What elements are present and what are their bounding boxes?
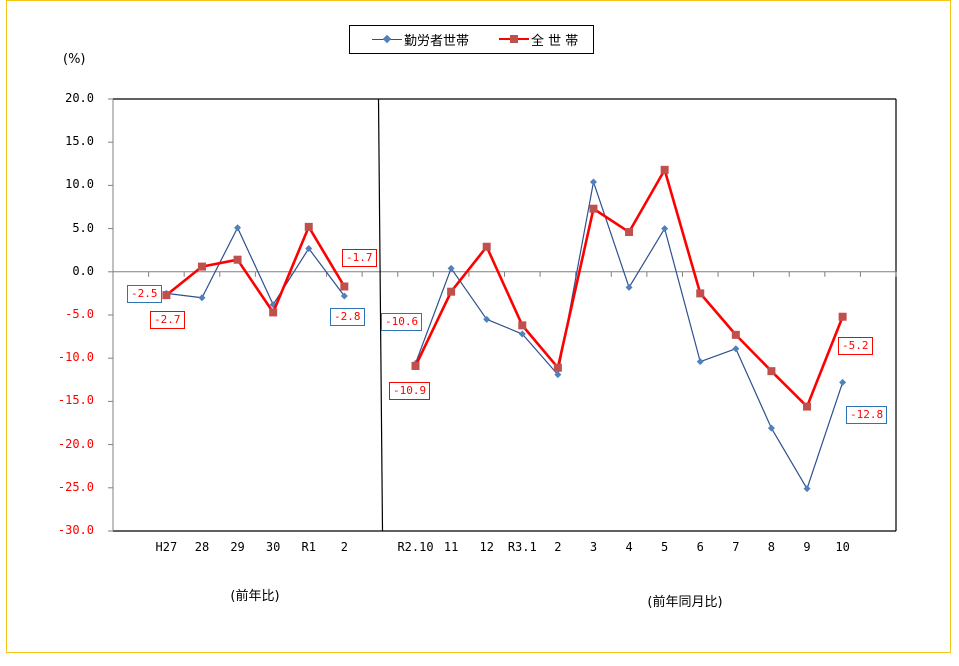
diamond-marker bbox=[234, 224, 242, 232]
diamond-marker bbox=[732, 345, 740, 353]
diamond-marker-icon bbox=[372, 34, 402, 46]
x-tick-label: 4 bbox=[625, 540, 633, 554]
x-tick-label: 10 bbox=[835, 540, 850, 554]
diamond-marker bbox=[340, 292, 348, 300]
data-label: -2.5 bbox=[127, 285, 162, 303]
x-tick-label: 2 bbox=[340, 540, 348, 554]
legend-label-all-households: 全 世 帯 bbox=[531, 34, 579, 49]
square-marker bbox=[233, 255, 242, 264]
square-marker bbox=[269, 308, 278, 317]
diamond-marker bbox=[483, 315, 491, 323]
series-line-workers bbox=[414, 181, 844, 490]
series-line-all-households bbox=[165, 225, 346, 314]
x-tick-label: 5 bbox=[661, 540, 669, 554]
diamond-marker bbox=[447, 264, 455, 272]
x-tick-label: 8 bbox=[767, 540, 776, 554]
square-marker bbox=[696, 289, 705, 298]
square-marker bbox=[731, 330, 740, 339]
y-tick-label: -25.0 bbox=[57, 479, 94, 494]
data-label: -5.2 bbox=[838, 337, 873, 355]
square-marker bbox=[162, 291, 171, 300]
y-tick-label: -15.0 bbox=[57, 393, 94, 408]
x-tick-label: 7 bbox=[732, 540, 740, 554]
square-marker bbox=[411, 361, 420, 370]
y-tick-label: -30.0 bbox=[57, 523, 94, 537]
x-tick-label: 30 bbox=[265, 540, 281, 554]
square-marker bbox=[340, 282, 349, 291]
diamond-marker bbox=[625, 283, 633, 291]
y-tick-label: 5.0 bbox=[72, 220, 94, 235]
square-marker bbox=[625, 228, 634, 237]
square-marker bbox=[767, 367, 776, 376]
legend-item-all-households: 全 世 帯 bbox=[499, 30, 578, 49]
diamond-marker bbox=[839, 378, 847, 386]
period-divider-line bbox=[377, 98, 384, 532]
y-tick-label: 15.0 bbox=[65, 134, 94, 149]
y-tick-label: 20.0 bbox=[65, 91, 94, 105]
legend-label-workers: 勤労者世帯 bbox=[404, 34, 470, 49]
y-tick-label: 0.0 bbox=[72, 263, 94, 278]
x-tick-label: R3.1 bbox=[507, 540, 537, 554]
square-marker bbox=[447, 287, 456, 296]
section-label-monthly: (前年同月比) bbox=[647, 595, 723, 610]
x-tick-label: 9 bbox=[803, 540, 811, 554]
x-tick-label: R2.10 bbox=[397, 540, 434, 554]
legend-item-workers: 勤労者世帯 bbox=[372, 30, 469, 49]
data-label: -12.8 bbox=[846, 406, 888, 424]
x-tick-label: 6 bbox=[696, 540, 704, 554]
square-marker bbox=[660, 165, 669, 174]
square-marker bbox=[304, 222, 313, 231]
x-tick-label: 29 bbox=[230, 540, 245, 554]
square-marker bbox=[553, 363, 562, 372]
y-tick-label: -5.0 bbox=[65, 307, 94, 321]
data-label: -1.7 bbox=[342, 249, 377, 267]
y-tick-label: -20.0 bbox=[57, 436, 94, 451]
y-axis-unit: (%) bbox=[63, 52, 86, 67]
diamond-marker bbox=[803, 485, 811, 493]
square-marker bbox=[482, 242, 491, 251]
square-marker-icon bbox=[499, 34, 530, 46]
square-marker bbox=[803, 402, 812, 411]
data-label: -2.8 bbox=[330, 308, 365, 326]
square-marker bbox=[518, 321, 527, 330]
diamond-marker bbox=[518, 330, 526, 338]
diamond-marker bbox=[589, 178, 597, 186]
diamond-marker bbox=[767, 424, 775, 432]
x-tick-label: 28 bbox=[194, 540, 210, 554]
x-tick-label: 2 bbox=[554, 540, 562, 554]
diamond-marker bbox=[305, 244, 313, 252]
x-tick-label: 3 bbox=[589, 540, 598, 554]
x-tick-label: 11 bbox=[443, 540, 459, 554]
x-tick-label: 12 bbox=[479, 540, 494, 554]
diamond-marker bbox=[661, 225, 669, 233]
y-tick-label: -10.0 bbox=[57, 350, 94, 365]
series-line-workers bbox=[166, 227, 345, 306]
square-marker bbox=[838, 312, 847, 321]
data-label: -2.7 bbox=[150, 311, 185, 329]
x-tick-label: R1 bbox=[301, 540, 316, 554]
diamond-marker bbox=[198, 294, 206, 302]
x-tick-label: H27 bbox=[155, 540, 178, 554]
data-label: -10.6 bbox=[381, 313, 423, 331]
diamond-marker bbox=[554, 371, 562, 379]
y-tick-label: 10.0 bbox=[65, 177, 94, 192]
section-label-annual: (前年比) bbox=[230, 589, 280, 604]
square-marker bbox=[197, 262, 206, 271]
data-label: -10.9 bbox=[389, 382, 431, 400]
diamond-marker bbox=[696, 358, 704, 366]
legend: 勤労者世帯 全 世 帯 bbox=[349, 25, 594, 54]
square-marker bbox=[589, 204, 598, 213]
